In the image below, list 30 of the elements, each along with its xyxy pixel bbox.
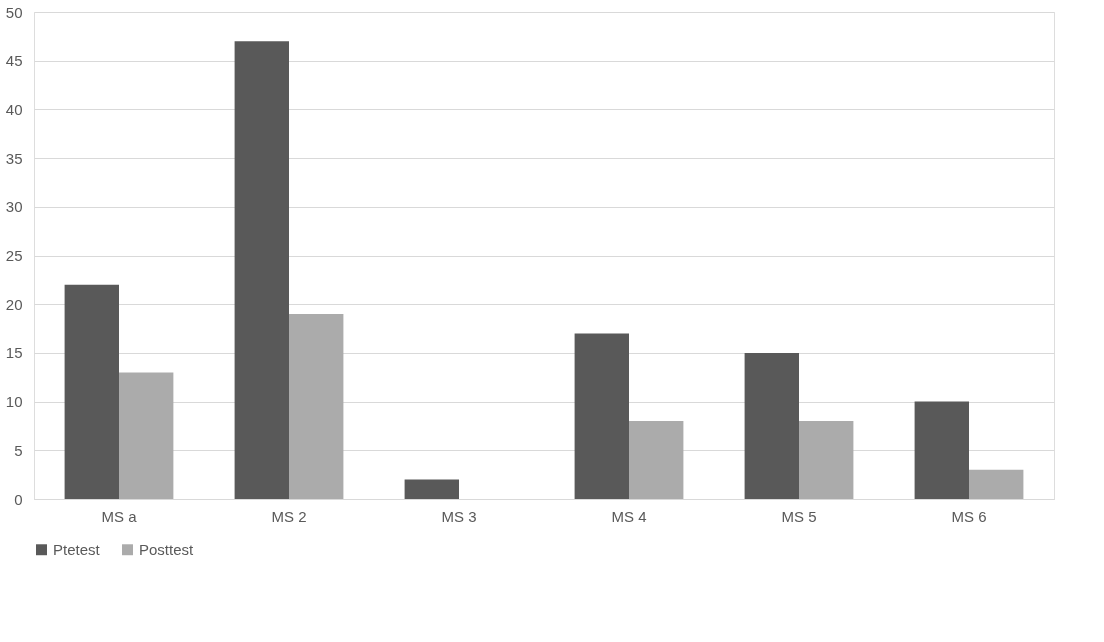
y-tick-label: 0	[14, 490, 23, 508]
y-tick-label: 35	[5, 149, 23, 167]
legend-label: Posttest	[139, 540, 195, 558]
bar	[289, 313, 344, 499]
y-tick-label: 20	[5, 295, 23, 313]
bar	[969, 469, 1024, 499]
bar	[744, 352, 799, 499]
x-tick-label: MS 6	[951, 507, 987, 525]
bar	[914, 401, 969, 499]
x-tick-label: MS 4	[611, 507, 647, 525]
bar	[234, 41, 289, 499]
bar	[629, 421, 684, 499]
y-tick-label: 50	[5, 3, 23, 21]
bar	[119, 372, 174, 499]
y-tick-label: 30	[5, 198, 23, 216]
y-tick-label: 5	[14, 441, 23, 459]
legend-label: Ptetest	[53, 540, 101, 558]
y-tick-label: 40	[5, 100, 23, 118]
x-tick-label: MS 2	[271, 507, 307, 525]
x-tick-label: MS a	[101, 507, 138, 525]
x-tick-label: MS 3	[441, 507, 477, 525]
bar	[404, 479, 459, 499]
bar	[574, 333, 629, 499]
y-tick-label: 10	[5, 393, 23, 411]
y-tick-label: 25	[5, 247, 23, 264]
y-tick-label: 15	[5, 344, 23, 362]
bar	[64, 284, 119, 499]
y-tick-label: 45	[5, 52, 23, 70]
bar	[799, 421, 854, 499]
x-tick-label: MS 5	[781, 507, 817, 525]
